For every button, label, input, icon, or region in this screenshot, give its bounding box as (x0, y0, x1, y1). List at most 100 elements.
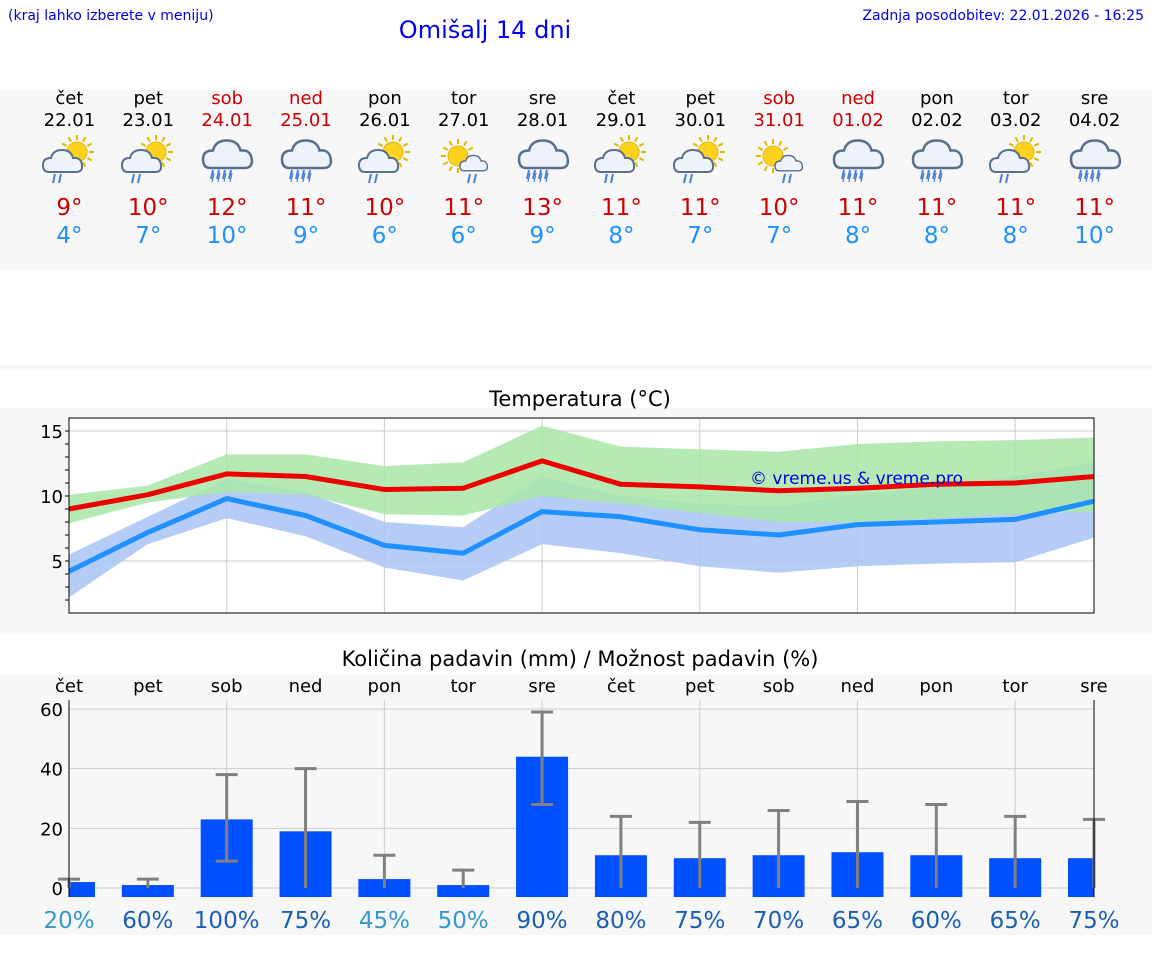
min-temp: 4° (56, 223, 83, 249)
day-column: sob 24.01 12° 10° (188, 88, 267, 258)
day-column: pet 30.01 11° 7° (661, 88, 740, 258)
precip-probability: 45% (359, 908, 410, 934)
x-day-label: ned (289, 676, 323, 697)
cloud-rain-icon (1055, 132, 1134, 194)
day-name: čet (607, 88, 636, 109)
min-temp: 7° (766, 223, 793, 249)
precip-probability: 65% (832, 908, 883, 934)
day-column: čet 29.01 11° 8° (582, 88, 661, 258)
cloud-rain-icon (188, 132, 267, 194)
day-date: 31.01 (753, 110, 805, 131)
y-tick-label: 15 (40, 422, 63, 443)
min-temp: 6° (450, 223, 477, 249)
day-name: pet (685, 88, 716, 109)
precip-probability: 20% (43, 908, 94, 934)
day-column: ned 25.01 11° 9° (267, 88, 346, 258)
min-temp: 8° (844, 223, 872, 249)
sun-cloud-rain-icon (345, 132, 424, 194)
day-date: 26.01 (359, 110, 411, 131)
day-column: sob 31.01 10° 7° (740, 88, 819, 258)
sun-cloud-rain-icon (109, 132, 188, 194)
max-temp: 11° (285, 195, 327, 221)
min-temp: 9° (292, 223, 320, 249)
x-day-label: čet (607, 676, 635, 697)
day-name: ned (841, 88, 875, 109)
min-temp: 10° (206, 223, 248, 249)
cloud-rain-icon (503, 132, 582, 194)
day-date: 28.01 (516, 110, 569, 131)
x-day-label: sob (211, 676, 243, 697)
max-temp: 11° (601, 195, 642, 221)
precip-bar (69, 882, 95, 897)
y-tick-label: 60 (40, 700, 63, 721)
min-temp: 7° (687, 223, 714, 249)
sun-cloud-rain-icon (582, 132, 661, 194)
y-tick-label: 20 (40, 819, 63, 840)
y-tick-label: 10 (40, 487, 63, 508)
precip-probability: 90% (517, 908, 568, 934)
precip-probability: 60% (122, 908, 173, 934)
max-temp: 11° (837, 195, 879, 221)
day-column: pon 26.01 10° 6° (345, 88, 424, 258)
day-name: sre (528, 88, 557, 109)
page-title: Omišalj 14 dni (398, 16, 572, 44)
max-temp: 10° (127, 195, 169, 221)
temperature-chart: 5 10 15 © vreme.us & vreme.pro (40, 417, 1095, 614)
precip-probability: 60% (911, 908, 962, 934)
min-temp: 8° (608, 223, 635, 249)
x-day-label: sre (528, 676, 555, 697)
day-date: 27.01 (437, 110, 490, 131)
precip-bar (121, 885, 174, 897)
precip-bar (1068, 858, 1094, 897)
min-range-band (69, 462, 1094, 598)
day-name: sre (1080, 88, 1109, 109)
x-day-label: sob (763, 676, 795, 697)
day-column: tor 03.02 11° 8° (976, 88, 1055, 258)
x-day-label: pet (685, 676, 715, 697)
min-temp: 9° (529, 223, 556, 249)
day-date: 24.01 (201, 110, 253, 131)
min-temp: 8° (923, 223, 950, 249)
precip-probability: 100% (194, 908, 260, 934)
day-column: sre 04.02 11° 10° (1055, 88, 1134, 258)
day-date: 22.01 (43, 110, 96, 131)
min-temp: 10° (1074, 223, 1115, 249)
day-name: pet (133, 88, 164, 109)
forecast-panel (0, 90, 1152, 270)
max-temp: 11° (995, 195, 1037, 221)
precipitation-chart: 0 20 40 60 čet pet sob ned pon tor sre čet pet sob ned… (40, 676, 1119, 934)
sun-cloud-rain-icon (976, 132, 1055, 194)
max-temp: 9° (56, 195, 83, 221)
min-temp: 7° (135, 223, 162, 249)
precip-probability: 75% (280, 908, 331, 934)
day-name: pon (919, 88, 954, 109)
watermark: © vreme.us & vreme.pro (750, 469, 963, 489)
day-date: 29.01 (595, 110, 648, 131)
precip-probability: 75% (1068, 908, 1119, 934)
day-name: čet (55, 88, 84, 109)
day-date: 01.02 (832, 110, 884, 131)
x-day-label: tor (450, 676, 476, 697)
max-temp: 13° (522, 195, 563, 221)
day-date: 02.02 (911, 110, 963, 131)
min-temp-line (67, 496, 1095, 574)
x-day-label: pet (133, 676, 163, 697)
max-temp: 11° (1074, 195, 1115, 221)
day-date: 30.01 (674, 110, 727, 131)
day-name: sob (763, 88, 796, 109)
day-column: sre 28.01 13° 9° (503, 88, 582, 258)
day-name: ned (289, 88, 323, 109)
precip-probability: 65% (990, 908, 1041, 934)
cloud-rain-icon (819, 132, 898, 194)
precip-probability: 70% (753, 908, 804, 934)
x-day-label: pon (367, 676, 401, 697)
sun-cloud-rain-icon (30, 132, 109, 194)
day-column: čet 22.01 9° 4° (30, 88, 109, 258)
divider (0, 365, 1152, 370)
day-column: ned 01.02 11° 8° (819, 88, 898, 258)
day-name: sob (211, 88, 244, 109)
precip-bar (358, 879, 411, 897)
precip-bar (437, 885, 490, 897)
day-name: tor (1003, 88, 1029, 109)
sun-small-cloud-rain-icon (424, 132, 503, 194)
